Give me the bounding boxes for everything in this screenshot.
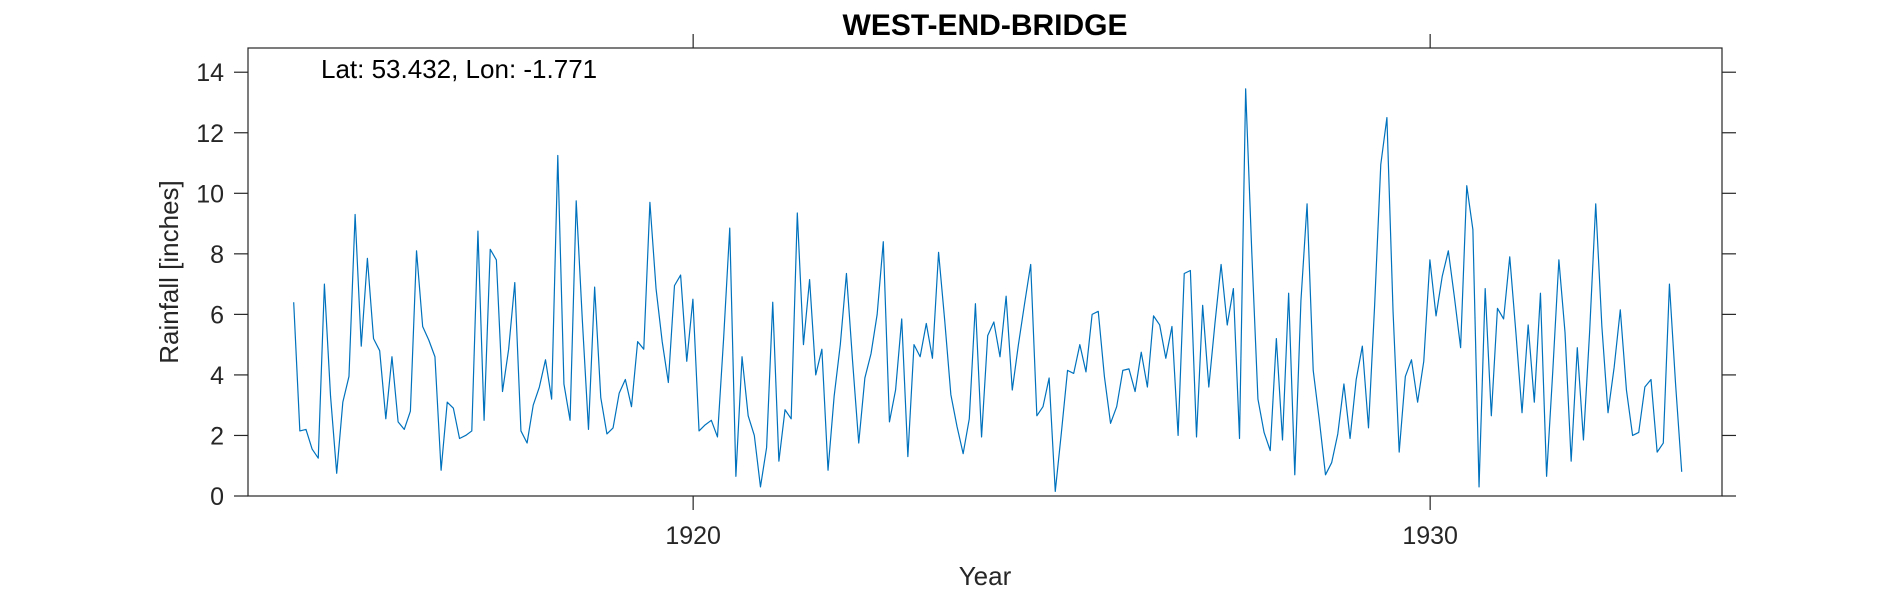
plot-area-frame	[247, 47, 1723, 497]
y-tick-label: 6	[210, 301, 224, 329]
x-axis-label: Year	[959, 561, 1012, 591]
x-tick-label: 1920	[665, 522, 721, 550]
y-tick-label: 4	[210, 362, 224, 390]
y-axis-ticks: 0 2 4 6 8 10 12 14	[196, 59, 1736, 511]
rainfall-series-line	[293, 88, 1683, 493]
chart-title: WEST-END-BRIDGE	[843, 9, 1128, 42]
x-tick-label: 1930	[1402, 522, 1458, 550]
y-tick-label: 10	[196, 180, 224, 208]
y-tick-label: 14	[196, 59, 224, 87]
y-axis-label: Rainfall [inches]	[154, 180, 184, 364]
y-tick-label: 12	[196, 120, 224, 148]
y-tick-label: 0	[210, 483, 224, 511]
location-annotation: Lat: 53.432, Lon: -1.771	[321, 54, 597, 84]
y-tick-label: 8	[210, 241, 224, 269]
x-axis-ticks: 1920 1930	[665, 34, 1458, 550]
y-tick-label: 2	[210, 422, 224, 450]
